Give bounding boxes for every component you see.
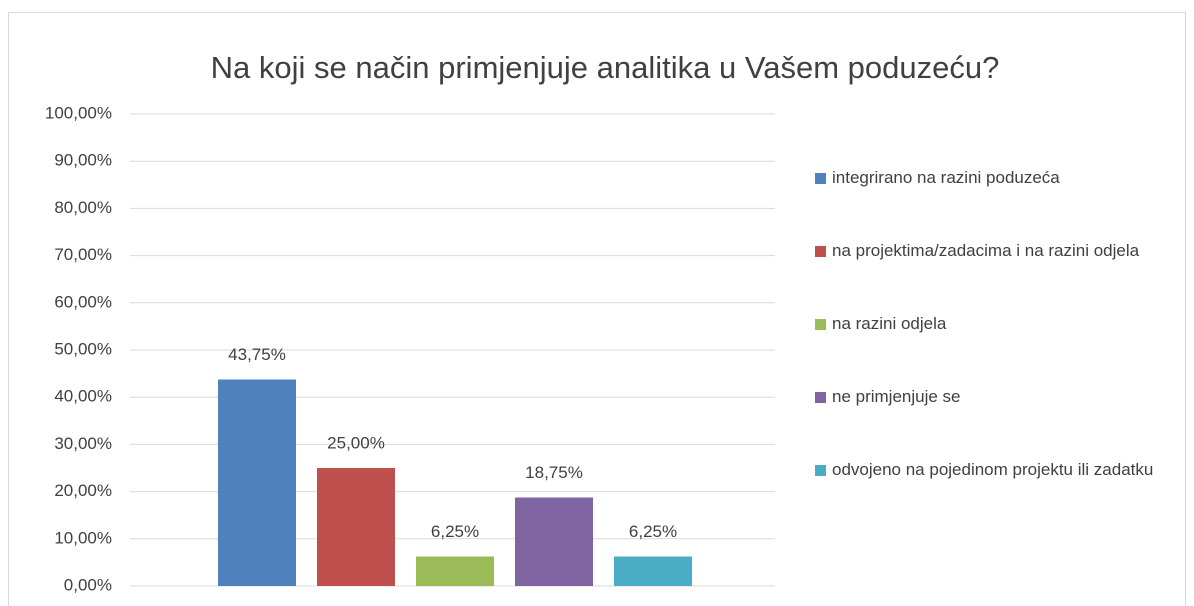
- data-label: 18,75%: [525, 463, 583, 482]
- y-tick-label: 10,00%: [54, 528, 112, 547]
- legend-item: odvojeno na pojedinom projektu ili zadat…: [815, 456, 1182, 483]
- y-tick-label: 60,00%: [54, 292, 112, 311]
- legend-item: ne primjenjuje se: [815, 383, 1182, 410]
- legend-swatch: [815, 465, 826, 476]
- legend-swatch: [815, 246, 826, 257]
- legend-label: ne primjenjuje se: [832, 387, 961, 406]
- chart-title: Na koji se način primjenjuje analitika u…: [211, 50, 1000, 85]
- bar: [218, 379, 296, 586]
- data-label: 25,00%: [327, 433, 385, 452]
- y-tick-label: 30,00%: [54, 434, 112, 453]
- legend-label: na projektima/zadacima i na razini odjel…: [832, 241, 1140, 260]
- chart-border: [8, 12, 1186, 606]
- data-label: 6,25%: [629, 522, 677, 541]
- y-tick-label: 0,00%: [64, 575, 112, 594]
- legend-label: integrirano na razini poduzeća: [832, 168, 1060, 187]
- y-tick-label: 50,00%: [54, 339, 112, 358]
- legend-swatch: [815, 392, 826, 403]
- data-label: 6,25%: [431, 522, 479, 541]
- legend-item: integrirano na razini poduzeća: [815, 164, 1182, 191]
- y-tick-label: 40,00%: [54, 387, 112, 406]
- y-tick-label: 100,00%: [45, 103, 112, 122]
- legend-label: na razini odjela: [832, 314, 947, 333]
- bar: [614, 556, 692, 586]
- y-tick-label: 20,00%: [54, 481, 112, 500]
- legend-item: na razini odjela: [815, 310, 1182, 337]
- legend-label: odvojeno na pojedinom projektu ili zadat…: [832, 460, 1154, 479]
- y-tick-label: 80,00%: [54, 198, 112, 217]
- bar: [317, 468, 395, 586]
- legend-swatch: [815, 319, 826, 330]
- legend-item: na projektima/zadacima i na razini odjel…: [815, 237, 1182, 264]
- y-tick-label: 90,00%: [54, 151, 112, 170]
- data-label: 43,75%: [228, 345, 286, 364]
- y-tick-label: 70,00%: [54, 245, 112, 264]
- bar: [515, 497, 593, 586]
- legend-swatch: [815, 173, 826, 184]
- bar: [416, 556, 494, 586]
